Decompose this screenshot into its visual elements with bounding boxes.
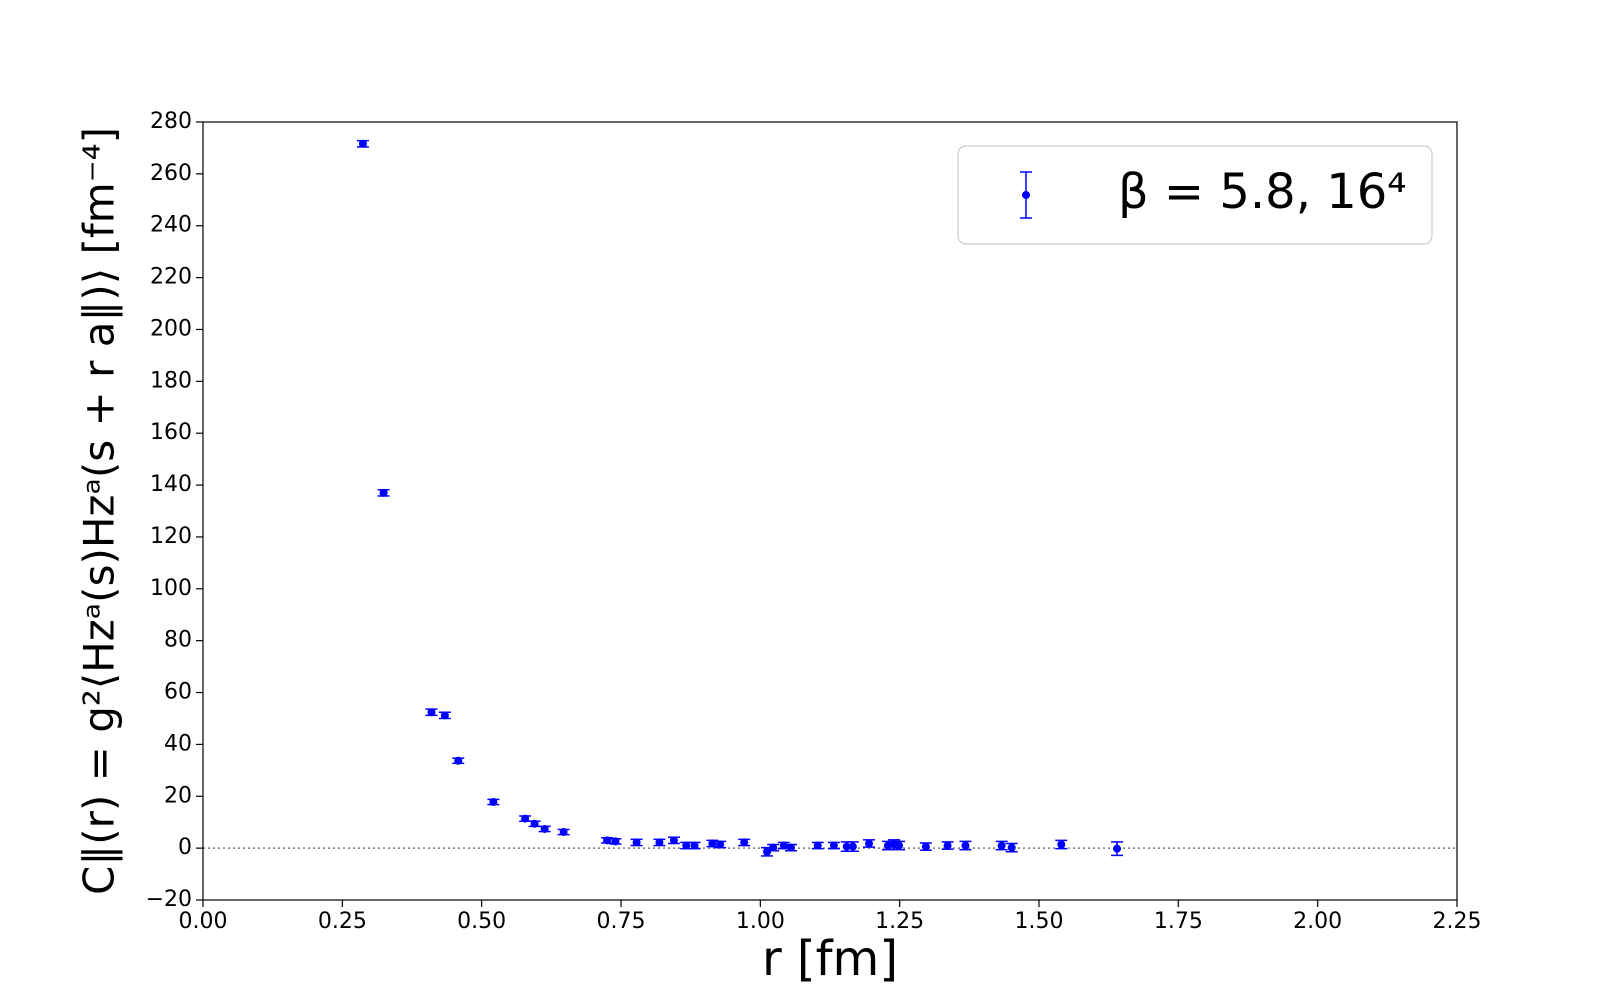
data-point bbox=[883, 841, 892, 850]
data-point bbox=[865, 839, 874, 848]
data-point bbox=[848, 842, 857, 851]
data-point bbox=[530, 819, 539, 828]
x-tick-label: 2.00 bbox=[1293, 909, 1342, 934]
x-tick-label: 1.50 bbox=[1015, 909, 1064, 934]
data-point bbox=[813, 841, 822, 850]
data-point bbox=[716, 840, 725, 849]
y-tick-label: 120 bbox=[150, 524, 192, 549]
x-tick-label: 1.25 bbox=[875, 909, 924, 934]
x-tick-label: 0.25 bbox=[318, 909, 367, 934]
x-tick-label: 0.75 bbox=[597, 909, 646, 934]
data-point bbox=[440, 711, 449, 720]
y-tick-label: 160 bbox=[150, 420, 192, 445]
y-tick-label: 200 bbox=[150, 316, 192, 341]
data-point bbox=[779, 841, 788, 850]
y-tick-label: 220 bbox=[150, 265, 192, 290]
y-tick-label: 280 bbox=[150, 109, 192, 134]
data-point bbox=[943, 841, 952, 850]
data-point bbox=[454, 756, 463, 765]
data-point bbox=[358, 139, 367, 148]
data-point bbox=[1007, 843, 1016, 852]
data-point bbox=[559, 828, 568, 837]
data-point bbox=[921, 842, 930, 851]
y-tick-label: 40 bbox=[164, 731, 192, 756]
data-point bbox=[740, 838, 749, 847]
y-tick-label: 100 bbox=[150, 576, 192, 601]
data-point bbox=[655, 838, 664, 847]
data-point bbox=[603, 836, 612, 845]
data-point bbox=[632, 838, 641, 847]
y-tick-label: 60 bbox=[164, 680, 192, 705]
legend-marker bbox=[1022, 191, 1030, 199]
data-point bbox=[842, 842, 851, 851]
data-point bbox=[540, 824, 549, 833]
data-point bbox=[997, 841, 1006, 850]
legend-box bbox=[957, 145, 1433, 245]
data-point bbox=[1113, 844, 1122, 853]
y-tick-label: 80 bbox=[164, 628, 192, 653]
data-point bbox=[489, 797, 498, 806]
data-point bbox=[690, 841, 699, 850]
x-tick-label: 1.00 bbox=[736, 909, 785, 934]
x-axis-label: r [fm] bbox=[762, 931, 898, 987]
data-point bbox=[895, 841, 904, 850]
y-tick-label: 260 bbox=[150, 161, 192, 186]
y-tick-label: 140 bbox=[150, 472, 192, 497]
x-tick-label: 0.50 bbox=[457, 909, 506, 934]
data-point bbox=[521, 814, 530, 823]
x-tick-label: 2.25 bbox=[1433, 909, 1482, 934]
data-point bbox=[682, 841, 691, 850]
legend-label: β = 5.8, 16⁴ bbox=[1118, 164, 1407, 220]
data-point bbox=[379, 488, 388, 497]
y-tick-label: −20 bbox=[146, 887, 192, 912]
y-tick-label: 180 bbox=[150, 368, 192, 393]
y-axis-label: C∥(r) = g²⟨Hzᵃ(s)Hzᵃ(s + r a∥)⟩ [fm⁻⁴] bbox=[75, 127, 124, 895]
data-point bbox=[611, 837, 620, 846]
data-point bbox=[669, 836, 678, 845]
data-point bbox=[769, 843, 778, 852]
plot-frame bbox=[202, 121, 1458, 901]
data-point bbox=[829, 841, 838, 850]
y-tick-label: 0 bbox=[178, 835, 192, 860]
y-tick-label: 240 bbox=[150, 213, 192, 238]
data-point bbox=[763, 847, 772, 856]
data-point bbox=[961, 841, 970, 850]
x-tick-label: 1.75 bbox=[1154, 909, 1203, 934]
y-tick-label: 20 bbox=[164, 783, 192, 808]
data-point bbox=[427, 708, 436, 717]
data-point bbox=[786, 843, 795, 852]
data-point bbox=[1057, 840, 1066, 849]
x-tick-label: 0.00 bbox=[179, 909, 228, 934]
